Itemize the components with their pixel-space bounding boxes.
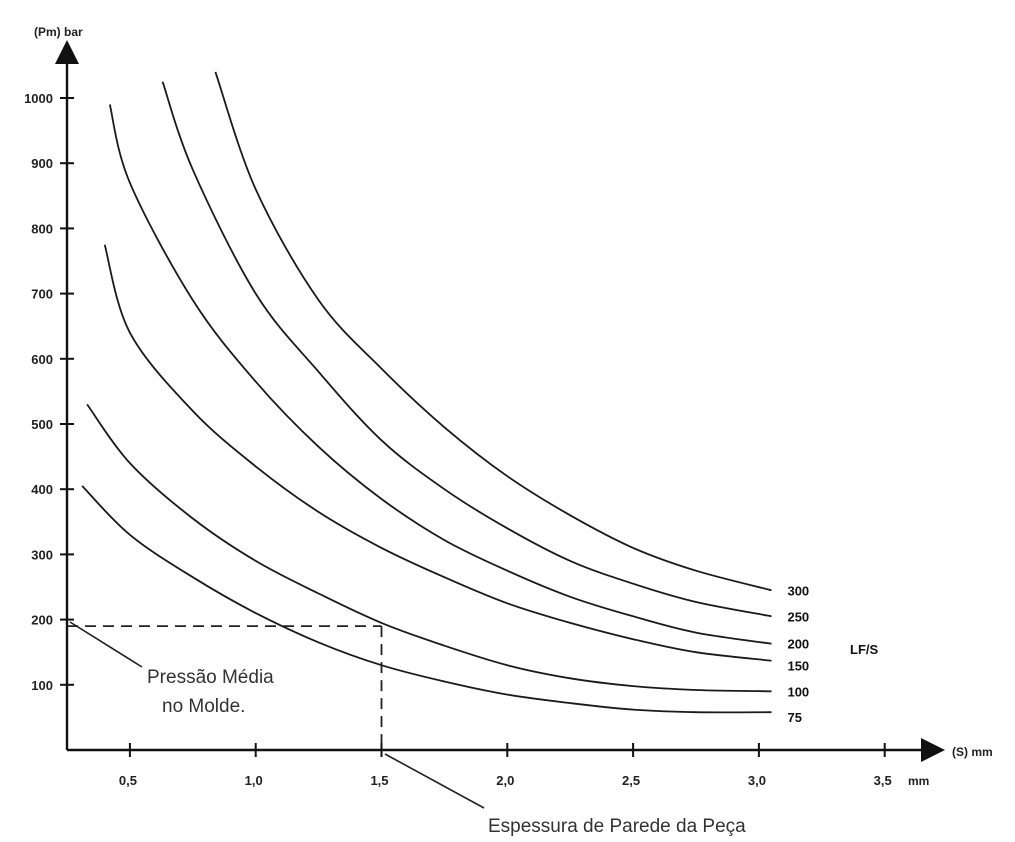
x-tick-label-2,0: 2,0 xyxy=(496,773,514,788)
series-line-100 xyxy=(86,403,772,693)
series-label-250: 250 xyxy=(787,609,809,624)
series-line-250 xyxy=(161,81,772,618)
series-label-75: 75 xyxy=(787,710,801,725)
y-tick-label-500: 500 xyxy=(31,417,53,432)
reference-lines xyxy=(67,621,485,809)
y-axis-title: (Pm) bar xyxy=(34,25,83,39)
series-line-150 xyxy=(103,244,772,662)
thickness-leader-line xyxy=(384,753,485,809)
series-line-75 xyxy=(81,485,772,714)
axes xyxy=(55,40,945,762)
y-tick-label-800: 800 xyxy=(31,221,53,236)
series-line-200 xyxy=(108,104,772,645)
series-label-200: 200 xyxy=(787,637,809,652)
x-tick-label-0,5: 0,5 xyxy=(119,773,137,788)
series-curves xyxy=(81,71,772,714)
x-tick-label-1,0: 1,0 xyxy=(245,773,263,788)
y-tick-label-200: 200 xyxy=(31,613,53,628)
thickness-annotation: Espessura de Parede da Peça xyxy=(488,816,746,837)
series-line-300 xyxy=(214,71,772,592)
series-label-150: 150 xyxy=(787,659,809,674)
y-tick-label-1000: 1000 xyxy=(24,91,53,106)
x-tick-label-2,5: 2,5 xyxy=(622,773,640,788)
pressure-leader-line xyxy=(69,621,143,668)
y-tick-label-100: 100 xyxy=(31,678,53,693)
x-tick-label-3,5: 3,5 xyxy=(874,773,892,788)
x-tick-label-3,0: 3,0 xyxy=(748,773,766,788)
x-tick-label-1,5: 1,5 xyxy=(370,773,388,788)
series-label-300: 300 xyxy=(787,583,809,598)
x-axis-unit: mm xyxy=(908,774,929,788)
chart-text: 75 100 150 200 250 300 100 200 300 400 500 600 700 80… xyxy=(24,25,993,837)
y-tick-label-300: 300 xyxy=(31,547,53,562)
y-tick-label-600: 600 xyxy=(31,352,53,367)
pressure-annotation-line-1: Pressão Média xyxy=(147,667,274,688)
series-label-100: 100 xyxy=(787,684,809,699)
y-tick-label-700: 700 xyxy=(31,287,53,302)
x-axis-title: (S) mm xyxy=(952,745,993,759)
pressure-annotation-line-2: no Molde. xyxy=(162,696,245,717)
y-tick-label-900: 900 xyxy=(31,156,53,171)
legend-title: LF/S xyxy=(850,642,878,657)
y-tick-label-400: 400 xyxy=(31,482,53,497)
